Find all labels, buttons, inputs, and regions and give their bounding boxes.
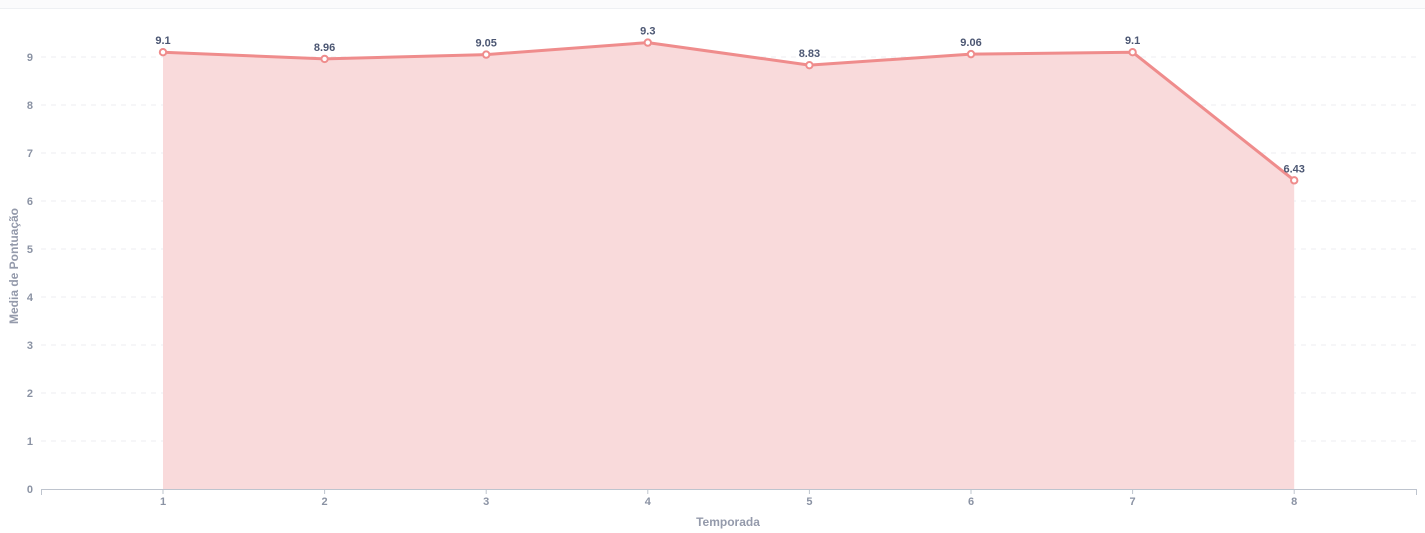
top-bar — [0, 0, 1425, 9]
x-tick-label: 6 — [968, 496, 974, 508]
data-point[interactable] — [1128, 48, 1137, 57]
x-tick-label: 7 — [1130, 496, 1136, 508]
x-tick-label: 5 — [806, 496, 812, 508]
y-tick-label: 1 — [27, 436, 33, 448]
x-tick-label: 3 — [483, 496, 489, 508]
axes: 0 1 2 3 4 5 6 7 8 9 1 2 3 4 5 6 7 8 — [27, 52, 1417, 508]
series-line — [161, 41, 1296, 182]
y-tick-label: 9 — [27, 52, 33, 64]
x-tick-label: 8 — [1291, 496, 1297, 508]
x-axis-title: Temporada — [696, 515, 760, 529]
data-point[interactable] — [1290, 176, 1299, 185]
data-points — [158, 38, 1299, 185]
data-label: 9.3 — [640, 26, 655, 38]
y-tick-label: 0 — [27, 484, 33, 496]
data-point[interactable] — [158, 48, 168, 57]
y-tick-label: 2 — [27, 388, 33, 400]
data-label: 9.1 — [155, 35, 170, 47]
data-point[interactable] — [966, 49, 976, 59]
y-tick-label: 8 — [27, 100, 33, 112]
y-tick-label: 4 — [27, 292, 34, 304]
area-path — [163, 42, 1295, 489]
data-point[interactable] — [643, 38, 652, 47]
area-fill — [163, 42, 1295, 489]
data-label: 9.05 — [475, 38, 496, 50]
data-label: 9.1 — [1125, 35, 1140, 47]
data-label: 6.43 — [1283, 163, 1304, 175]
data-label: 8.83 — [799, 48, 820, 60]
data-point[interactable] — [482, 50, 491, 59]
y-tick-label: 3 — [27, 340, 33, 352]
y-tick-label: 7 — [27, 148, 33, 160]
data-label: 9.06 — [960, 37, 981, 49]
data-label: 8.96 — [314, 42, 335, 54]
data-point[interactable] — [805, 60, 814, 70]
x-tick-label: 4 — [645, 496, 652, 508]
x-tick-label: 1 — [160, 496, 166, 508]
y-axis-title: Media de Pontuação — [7, 208, 21, 324]
y-tick-label: 5 — [27, 244, 33, 256]
y-tick-label: 6 — [27, 196, 33, 208]
x-tick-label: 2 — [322, 496, 328, 508]
data-point[interactable] — [320, 54, 329, 64]
series-path — [161, 41, 1296, 182]
data-labels: 9.1 8.96 9.05 9.3 8.83 9.06 9.1 6.43 — [155, 26, 1305, 176]
